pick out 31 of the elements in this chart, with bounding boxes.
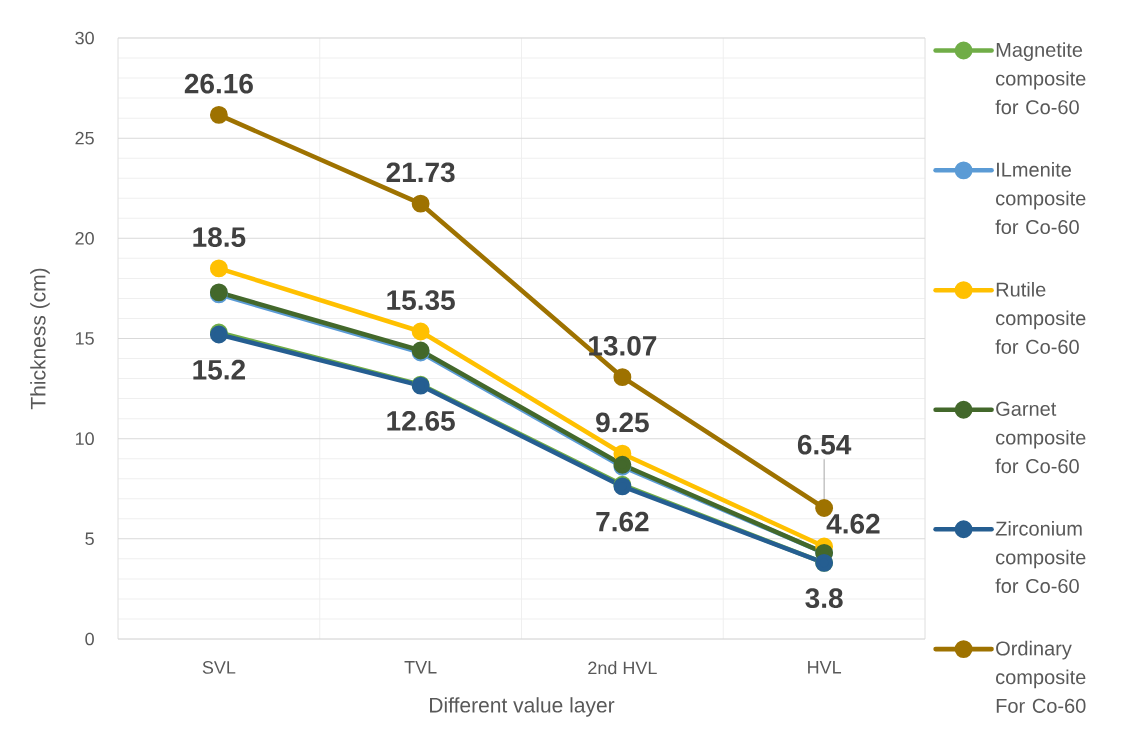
legend-label: ILmenite composite for Co-60: [995, 162, 1086, 235]
data-label: 21.73: [386, 162, 455, 183]
x-tick-label: 2nd HVL: [588, 661, 657, 675]
x-tick-label: TVL: [404, 661, 437, 674]
data-label: 26.16: [184, 73, 253, 94]
data-label: 4.62: [826, 513, 880, 534]
y-tick-label: 5: [85, 532, 94, 546]
y-tick-label: 0: [85, 632, 94, 646]
data-label: 9.25: [596, 412, 649, 433]
y-tick-label: 15: [75, 332, 94, 345]
data-label: 7.62: [596, 511, 649, 532]
x-axis-title: Different value layer: [430, 697, 615, 717]
legend-label: Garnet composite for Co-60: [995, 401, 1086, 474]
legend-label: Zirconium composite for Co-60: [995, 521, 1086, 594]
y-tick-label: 25: [75, 131, 94, 145]
x-tick-label: HVL: [808, 661, 842, 674]
y-tick-label: 20: [75, 231, 94, 245]
x-tick-label: SVL: [202, 661, 236, 674]
y-tick-label: 30: [75, 31, 94, 45]
data-label: 3.8: [805, 588, 843, 609]
y-axis-title: Thickness (cm): [30, 268, 50, 410]
data-label: 12.65: [387, 410, 455, 431]
data-label: 6.54: [797, 434, 852, 455]
legend-label: Rutile composite for Co-60: [995, 281, 1086, 354]
data-label: 13.07: [589, 335, 657, 356]
data-label: 15.2: [193, 359, 245, 380]
y-tick-label: 10: [75, 432, 94, 446]
data-label: 15.35: [387, 290, 455, 311]
legend-label: Ordinary composite For Co-60: [996, 640, 1086, 713]
legend-label: Magnetite composite for Co-60: [995, 42, 1086, 115]
data-label: 18.5: [193, 227, 246, 247]
